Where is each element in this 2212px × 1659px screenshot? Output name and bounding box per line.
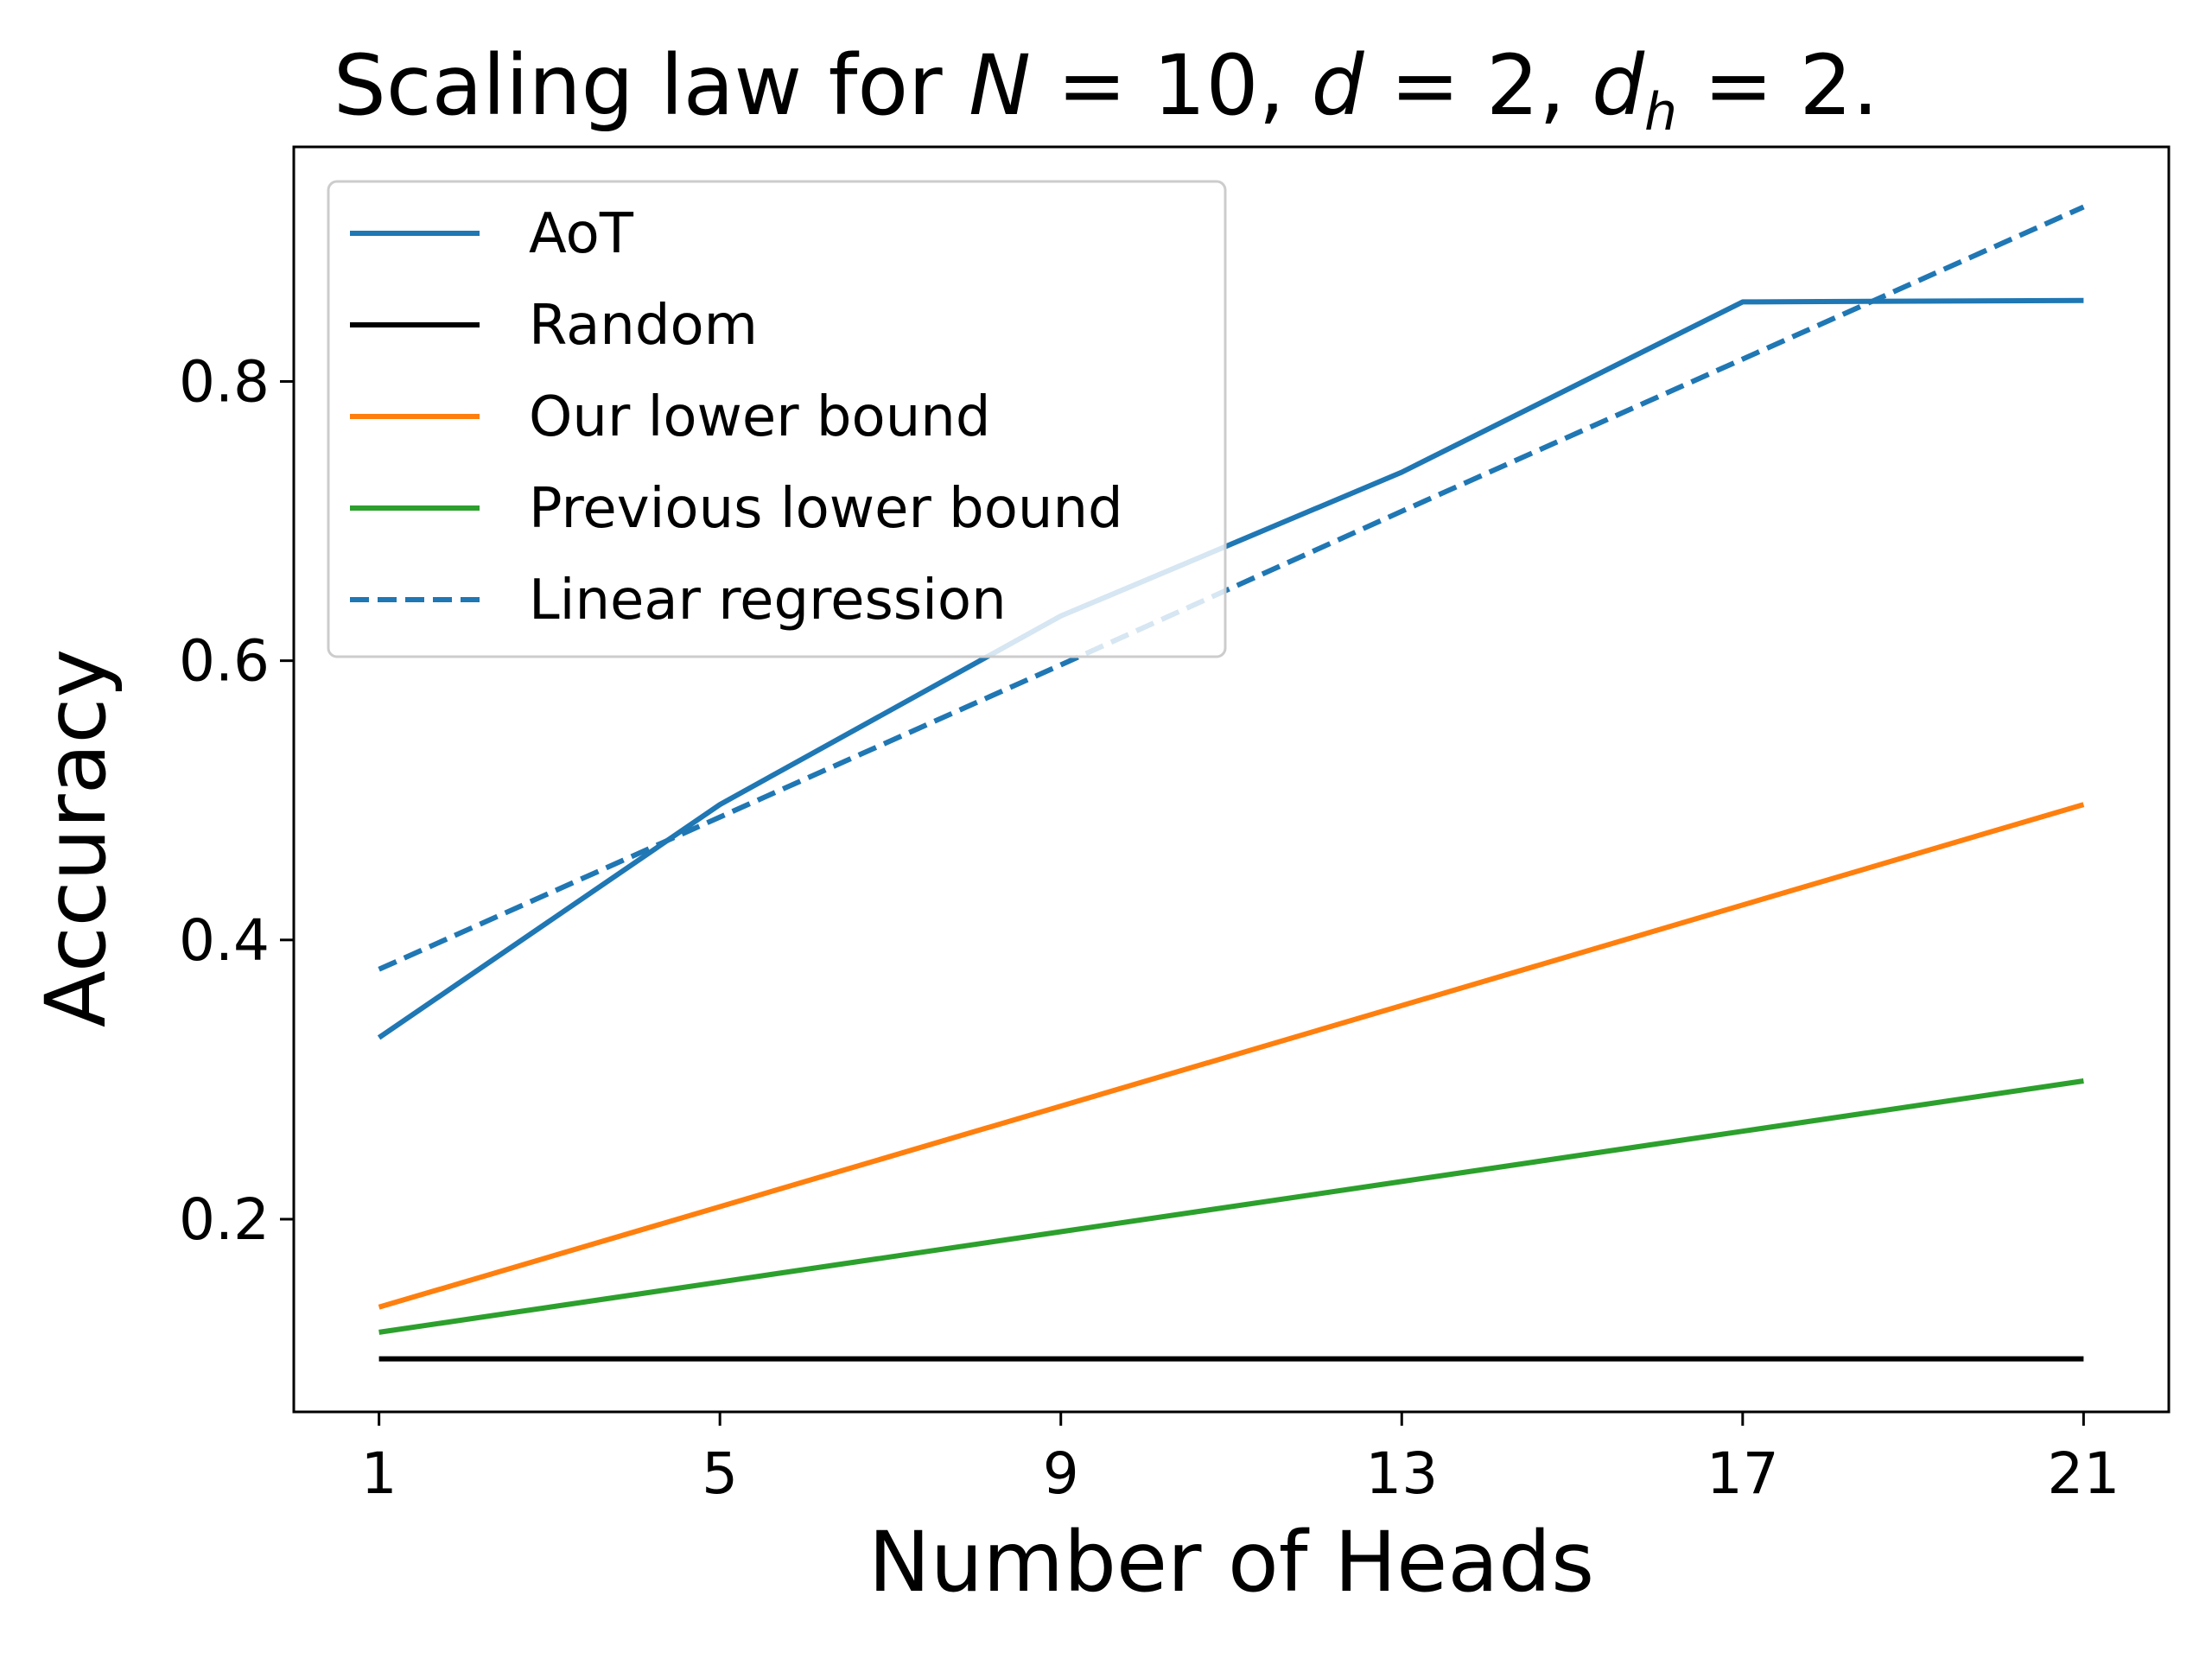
title-var-dh: d (1592, 37, 1645, 134)
legend-box (327, 180, 1227, 658)
series-line-3 (378, 1078, 2084, 1335)
x-tick-label: 1 (361, 1440, 397, 1507)
x-tick-label: 21 (2047, 1440, 2120, 1507)
legend-label-1: Random (529, 294, 758, 358)
y-axis-label: Accuracy (28, 648, 124, 1028)
title-eq-2: = 2, (1363, 37, 1592, 134)
x-tick-label: 9 (1043, 1440, 1079, 1507)
series-line-4 (378, 204, 2085, 972)
title-eq-3: = 2. (1677, 37, 1879, 134)
y-tick-label: 0.4 (179, 907, 270, 974)
plot-frame (292, 145, 2171, 1414)
title-subscript-h: h (1644, 82, 1678, 143)
legend-label-3: Previous lower bound (529, 477, 1123, 541)
series-line-2 (378, 802, 2085, 1310)
legend-label-0: AoT (529, 202, 634, 266)
chart-title: Scaling law for N = 10, d = 2, dh = 2. (0, 36, 2212, 143)
y-tick-label: 0.8 (179, 348, 270, 415)
x-tick-label: 17 (1707, 1440, 1779, 1507)
y-tick-label: 0.6 (179, 628, 270, 695)
x-tick-label: 13 (1365, 1440, 1438, 1507)
title-prefix: Scaling law for (333, 37, 969, 134)
x-tick-label: 5 (702, 1440, 738, 1507)
legend-label-4: Linear regression (529, 569, 1007, 632)
title-var-d: d (1311, 37, 1364, 134)
x-axis-label: Number of Heads (868, 1514, 1595, 1611)
title-eq-1: = 10, (1030, 37, 1312, 134)
legend-label-2: Our lower bound (529, 385, 990, 449)
title-var-n: N (969, 37, 1031, 134)
y-tick-label: 0.2 (179, 1186, 270, 1253)
